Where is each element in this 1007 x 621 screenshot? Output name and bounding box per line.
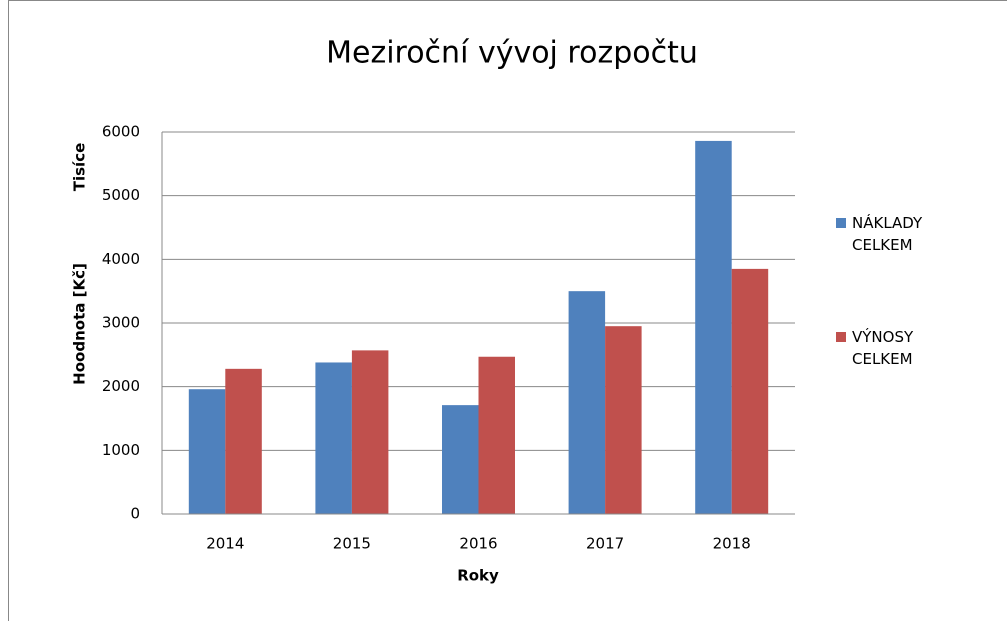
y-tick-label: 5000 (102, 186, 140, 204)
x-axis-label: Roky (457, 567, 499, 585)
x-tick-label: 2018 (713, 535, 751, 553)
y-axis-unit: Tisíce (71, 143, 89, 192)
y-tick-label: 2000 (102, 377, 140, 395)
legend-swatch (836, 332, 846, 342)
x-tick-label: 2014 (206, 535, 244, 553)
chart-border (8, 0, 1007, 621)
legend-label: NÁKLADY CELKEM (852, 214, 923, 254)
bar (605, 326, 642, 514)
y-tick-label: 4000 (102, 250, 140, 268)
legend-label: VÝNOSY CELKEM (852, 328, 914, 368)
x-tick-label: 2015 (333, 535, 371, 553)
bar (188, 389, 226, 514)
x-tick-label: 2016 (459, 535, 497, 553)
legend-swatch (836, 218, 846, 228)
bar (478, 356, 515, 514)
bar (695, 140, 732, 514)
y-tick-label: 3000 (102, 314, 140, 332)
chart-title: Meziroční vývoj rozpočtu (326, 36, 698, 71)
bar (225, 368, 262, 514)
bar (442, 405, 479, 514)
x-tick-label: 2017 (586, 535, 624, 553)
y-tick-label: 0 (130, 505, 140, 523)
bar (351, 350, 389, 514)
y-axis-label: Hoodnota [Kč] (71, 263, 89, 385)
bar (731, 268, 769, 514)
bar (568, 291, 606, 514)
y-tick-label: 6000 (102, 123, 140, 141)
y-tick-label: 1000 (102, 441, 140, 459)
bar (315, 362, 352, 514)
